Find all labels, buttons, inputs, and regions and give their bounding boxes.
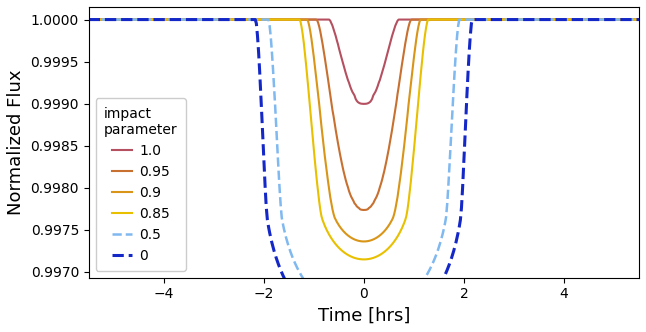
0.95 xyxy=(623,18,630,22)
0.85 xyxy=(346,254,354,258)
0 xyxy=(635,18,643,22)
Line: 0.9: 0.9 xyxy=(89,20,639,241)
X-axis label: Time [hrs]: Time [hrs] xyxy=(318,307,410,325)
Line: 0.95: 0.95 xyxy=(89,20,639,210)
Legend: 1.0, 0.95, 0.9, 0.85, 0.5, 0: 1.0, 0.95, 0.9, 0.85, 0.5, 0 xyxy=(96,98,186,271)
0.5 xyxy=(346,312,354,316)
0.85 xyxy=(623,18,630,22)
0 xyxy=(85,18,92,22)
0.85 xyxy=(359,257,367,261)
0.9 xyxy=(359,239,367,243)
0.5 xyxy=(85,18,92,22)
0.85 xyxy=(635,18,643,22)
0.95 xyxy=(349,199,357,203)
1.0 xyxy=(635,18,643,22)
0 xyxy=(346,330,354,332)
0.5 xyxy=(537,18,545,22)
0.9 xyxy=(346,235,354,239)
0.5 xyxy=(623,18,630,22)
1.0 xyxy=(346,84,354,88)
0.5 xyxy=(384,309,391,313)
0.9 xyxy=(623,18,630,22)
1.0 xyxy=(349,92,357,96)
0.95 xyxy=(384,153,391,157)
0.5 xyxy=(635,18,643,22)
0.9 xyxy=(349,237,357,241)
Line: 0: 0 xyxy=(89,20,639,332)
Line: 1.0: 1.0 xyxy=(89,20,639,104)
0.5 xyxy=(359,314,367,318)
0.85 xyxy=(413,110,421,114)
0.85 xyxy=(349,256,357,260)
1.0 xyxy=(537,18,545,22)
0 xyxy=(413,312,421,316)
1.0 xyxy=(413,18,421,22)
0.95 xyxy=(346,192,354,196)
0.85 xyxy=(384,247,391,251)
0.95 xyxy=(85,18,92,22)
1.0 xyxy=(85,18,92,22)
0 xyxy=(623,18,630,22)
0.95 xyxy=(635,18,643,22)
1.0 xyxy=(384,51,391,55)
Line: 0.5: 0.5 xyxy=(89,20,639,316)
0.85 xyxy=(537,18,545,22)
0.95 xyxy=(537,18,545,22)
0.9 xyxy=(384,225,391,229)
0.9 xyxy=(85,18,92,22)
Line: 0.85: 0.85 xyxy=(89,20,639,259)
0.9 xyxy=(537,18,545,22)
1.0 xyxy=(359,102,367,106)
1.0 xyxy=(623,18,630,22)
0.5 xyxy=(413,287,421,290)
0.9 xyxy=(635,18,643,22)
0.9 xyxy=(413,30,421,34)
0.5 xyxy=(349,313,357,317)
0.85 xyxy=(85,18,92,22)
0.95 xyxy=(413,18,421,22)
0.95 xyxy=(359,208,367,212)
0 xyxy=(537,18,545,22)
0 xyxy=(384,328,391,332)
Y-axis label: Normalized Flux: Normalized Flux xyxy=(7,70,25,215)
0 xyxy=(349,331,357,332)
